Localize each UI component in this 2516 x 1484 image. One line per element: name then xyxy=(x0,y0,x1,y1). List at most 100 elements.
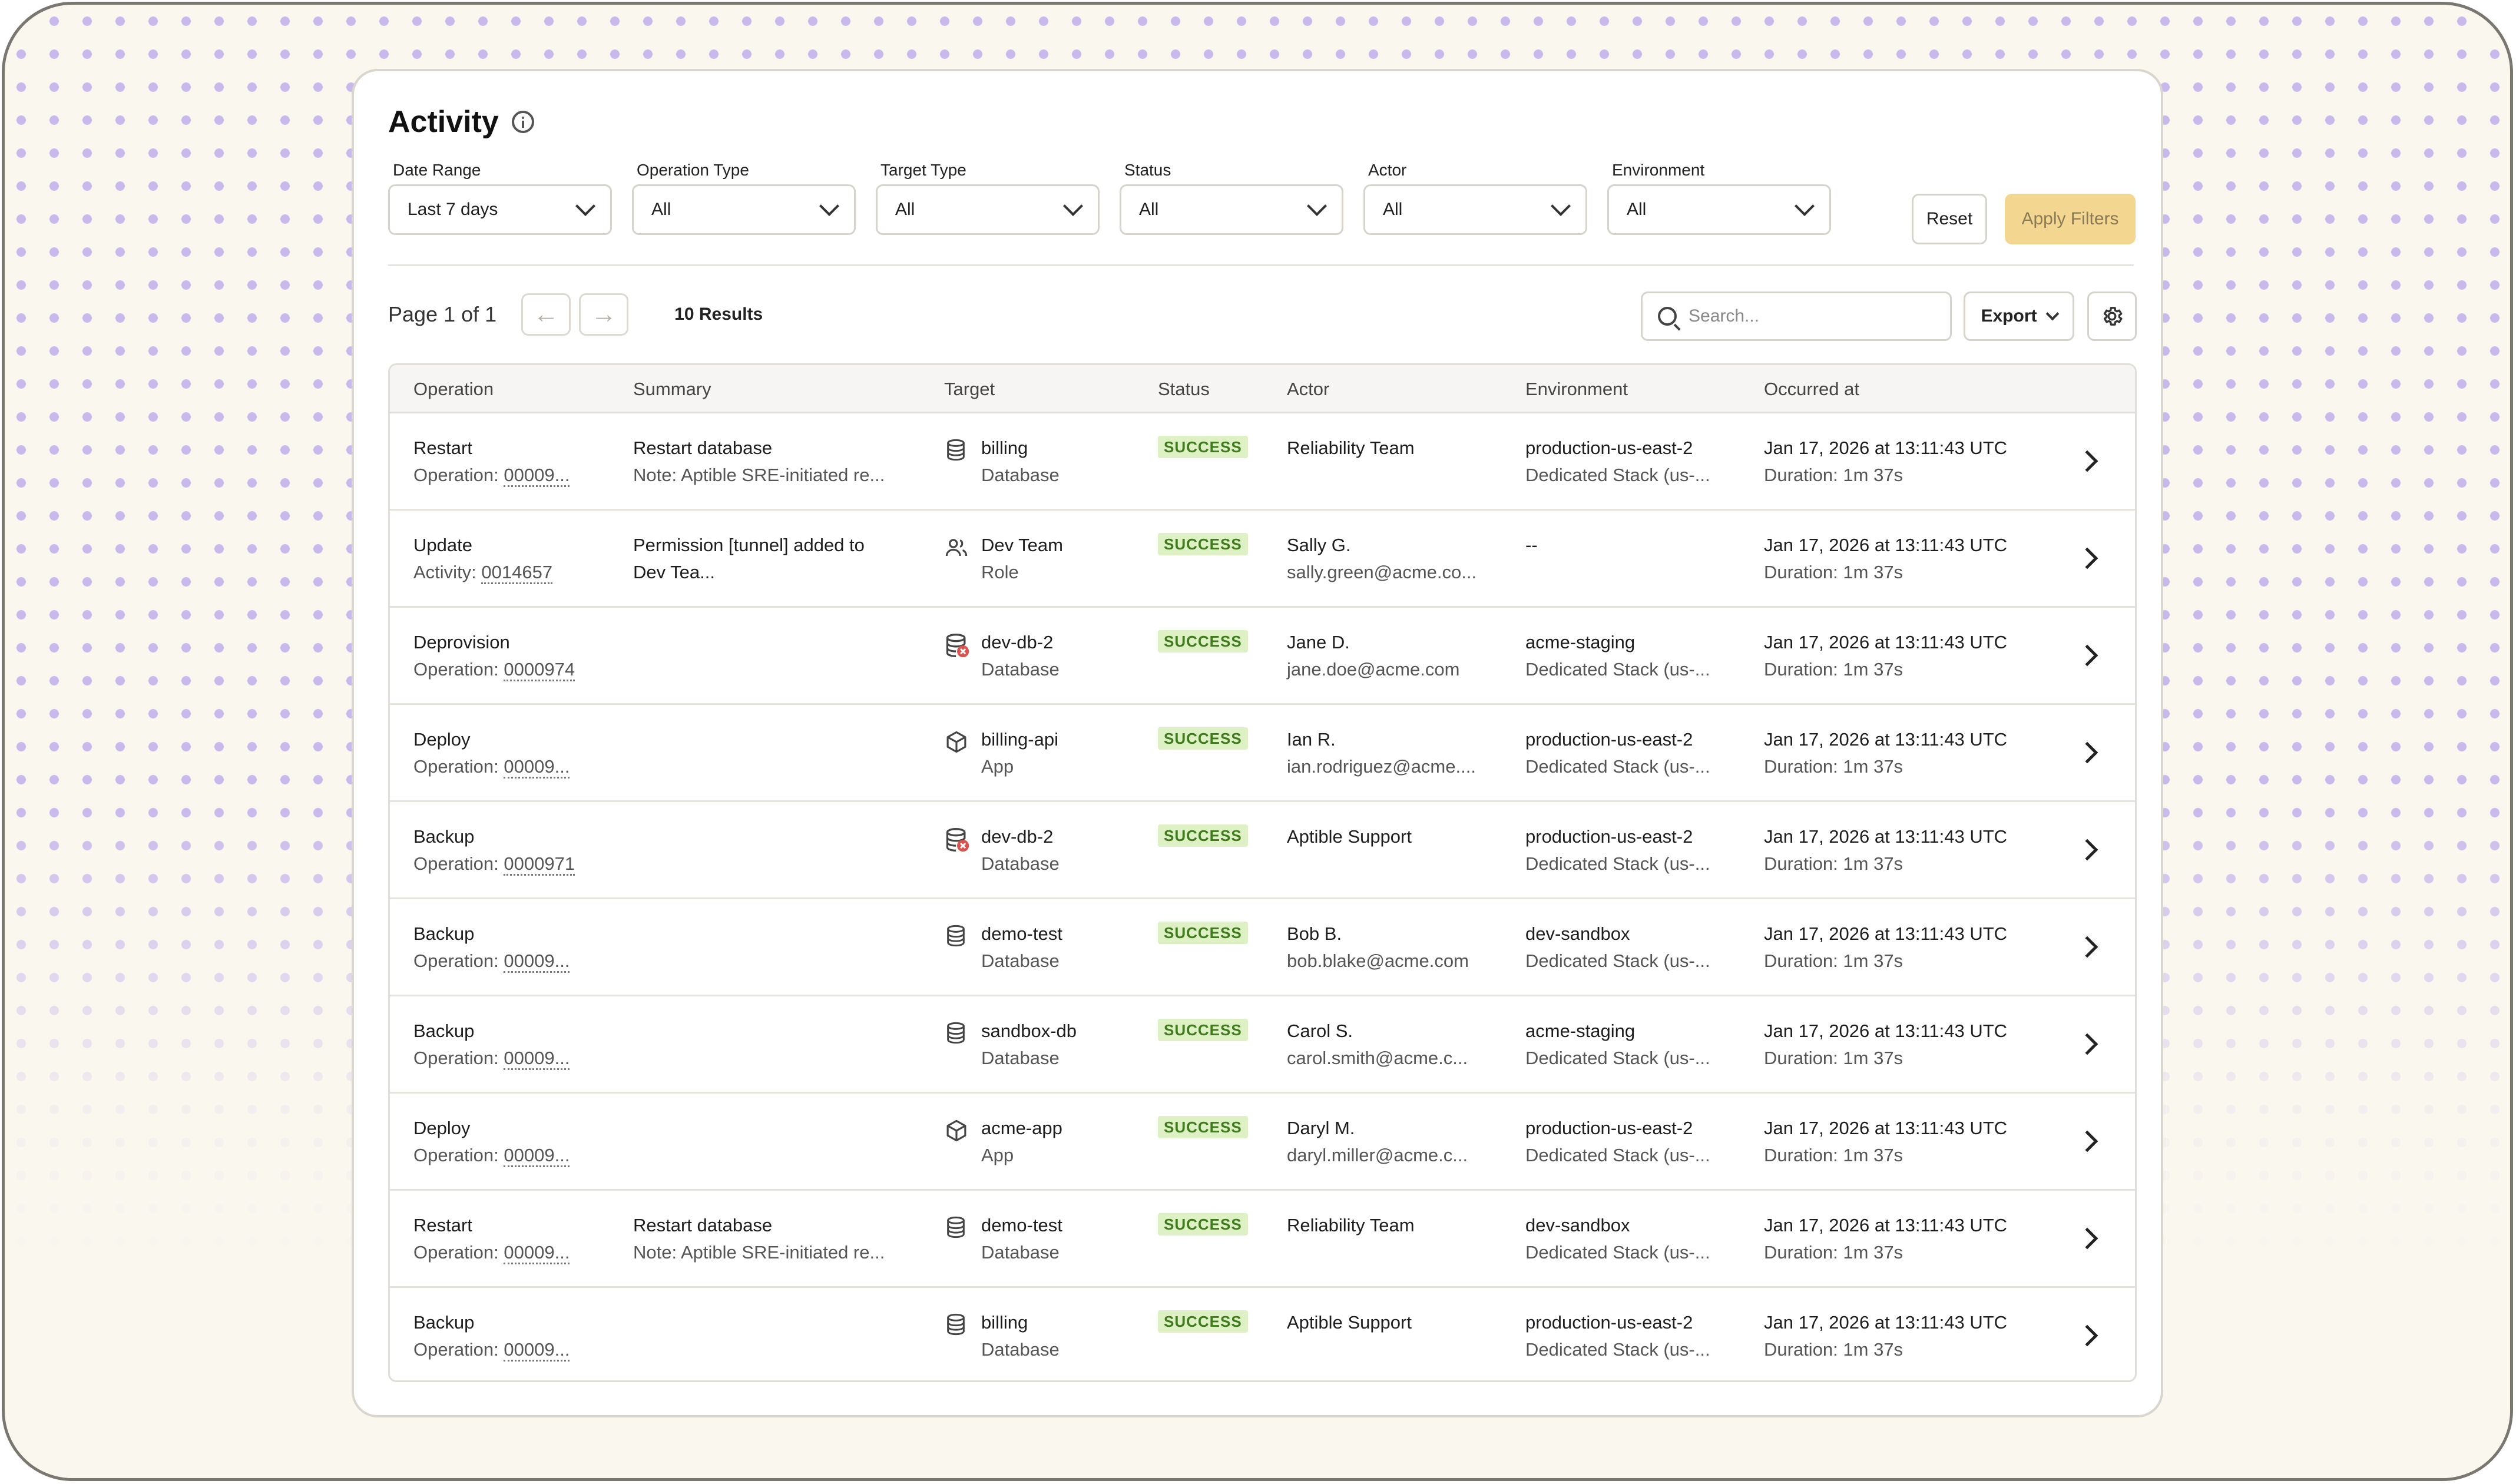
search-input[interactable]: Search... xyxy=(1641,292,1952,341)
operation-cell: Restart Operation: 00009... xyxy=(413,1212,570,1266)
operation-id-link[interactable]: 0000974 xyxy=(504,659,575,681)
environment-name: production-us-east-2 xyxy=(1525,729,1693,750)
actor-name: Bob B. xyxy=(1287,923,1342,944)
actor-email: daryl.miller@acme.c... xyxy=(1287,1145,1468,1165)
arrow-right-icon: → xyxy=(591,300,617,329)
target-type: Role xyxy=(981,562,1019,582)
target-type-select[interactable]: All xyxy=(876,184,1100,235)
pagination: Page 1 of 1 ← → 10 Results xyxy=(388,289,763,340)
environment-stack: Dedicated Stack (us-... xyxy=(1525,659,1710,680)
table-row[interactable]: Update Activity: 0014657 Permission [tunne… xyxy=(390,511,2135,608)
environment-name: production-us-east-2 xyxy=(1525,1312,1693,1333)
apply-filters-button[interactable]: Apply Filters xyxy=(2005,194,2136,244)
operation-name: Restart xyxy=(413,1215,472,1235)
environment-stack: Dedicated Stack (us-... xyxy=(1525,1145,1710,1165)
target-type: App xyxy=(981,756,1014,777)
occurred-cell: Jan 17, 2026 at 13:11:43 UTC Duration: 1m… xyxy=(1764,532,2007,586)
settings-button[interactable] xyxy=(2087,292,2137,341)
operation-id-link[interactable]: 00009... xyxy=(504,1145,570,1167)
select-value: All xyxy=(651,200,671,219)
operation-id: Operation: 00009... xyxy=(413,1045,570,1072)
operation-id-link[interactable]: 00009... xyxy=(504,756,570,779)
summary-text: Restart database xyxy=(633,438,773,458)
operation-id-link[interactable]: 00009... xyxy=(504,465,570,487)
reset-button[interactable]: Reset xyxy=(1912,194,1987,244)
table-row[interactable]: Deprovision Operation: 0000974 dev-db-2 Dat… xyxy=(390,608,2135,705)
operation-id-link[interactable]: 00009... xyxy=(504,1339,570,1362)
actor-select[interactable]: All xyxy=(1363,184,1587,235)
chevron-right-icon[interactable] xyxy=(2076,1227,2098,1250)
operation-id-link[interactable]: 00009... xyxy=(504,950,570,973)
target-name: demo-test xyxy=(981,923,1062,944)
divider xyxy=(388,264,2134,266)
environment-stack: Dedicated Stack (us-... xyxy=(1525,853,1710,874)
operation-name: Deprovision xyxy=(413,632,510,652)
database-icon xyxy=(944,438,968,462)
actor-cell: Aptible Support xyxy=(1287,1309,1412,1336)
operation-id: Activity: 0014657 xyxy=(413,559,553,586)
environment-name: acme-staging xyxy=(1525,632,1636,652)
operation-id-link[interactable]: 00009... xyxy=(504,1242,570,1264)
export-button[interactable]: Export xyxy=(1964,292,2074,341)
table-row[interactable]: Backup Operation: 00009... billing Database… xyxy=(390,1288,2135,1380)
table-row[interactable]: Backup Operation: 0000971 dev-db-2 Database… xyxy=(390,802,2135,899)
duration: Duration: 1m 37s xyxy=(1764,950,1903,971)
filter-actor: Actor All xyxy=(1363,161,1587,235)
export-label: Export xyxy=(1981,306,2037,326)
environment-stack: Dedicated Stack (us-... xyxy=(1525,756,1710,777)
operation-id: Operation: 0000974 xyxy=(413,656,575,683)
environment-select[interactable]: All xyxy=(1607,184,1831,235)
table-row[interactable]: Backup Operation: 00009... demo-test Databa… xyxy=(390,899,2135,996)
occurred-cell: Jan 17, 2026 at 13:11:43 UTC Duration: 1m… xyxy=(1764,823,2007,877)
table-row[interactable]: Deploy Operation: 00009... acme-app App SUCC… xyxy=(390,1094,2135,1191)
table-row[interactable]: Restart Operation: 00009... Restart databa… xyxy=(390,1191,2135,1288)
chevron-right-icon[interactable] xyxy=(2076,936,2098,958)
table-row[interactable]: Deploy Operation: 00009... billing-api App S… xyxy=(390,705,2135,802)
status-select[interactable]: All xyxy=(1120,184,1343,235)
prev-page-button[interactable]: ← xyxy=(521,293,571,336)
actor-email: ian.rodriguez@acme.... xyxy=(1287,756,1476,777)
chevron-right-icon[interactable] xyxy=(2076,839,2098,861)
status-badge: SUCCESS xyxy=(1158,1116,1248,1138)
chevron-right-icon[interactable] xyxy=(2076,741,2098,764)
operation-id-link[interactable]: 0014657 xyxy=(481,562,553,584)
operation-id-label: Operation: xyxy=(413,1242,499,1263)
filter-environment: Environment All xyxy=(1607,161,1831,235)
chevron-right-icon[interactable] xyxy=(2076,1130,2098,1152)
chevron-right-icon[interactable] xyxy=(2076,547,2098,569)
filter-label: Actor xyxy=(1368,161,1407,179)
column-header-status: Status xyxy=(1158,379,1210,399)
occurred-at: Jan 17, 2026 at 13:11:43 UTC xyxy=(1764,826,2008,847)
info-icon[interactable] xyxy=(511,111,534,133)
chevron-down-icon xyxy=(575,196,595,216)
chevron-right-icon[interactable] xyxy=(2076,644,2098,667)
date-range-select[interactable]: Last 7 days xyxy=(388,184,612,235)
operation-type-select[interactable]: All xyxy=(632,184,856,235)
operation-id-label: Operation: xyxy=(413,1048,499,1068)
occurred-cell: Jan 17, 2026 at 13:11:43 UTC Duration: 1m… xyxy=(1764,1212,2007,1266)
operation-id-link[interactable]: 0000971 xyxy=(504,853,575,876)
column-header-occurred-at: Occurred at xyxy=(1764,379,1859,399)
operation-id-label: Operation: xyxy=(413,465,499,485)
target-name: Dev Team xyxy=(981,535,1063,555)
environment-stack: Dedicated Stack (us-... xyxy=(1525,1339,1710,1360)
actor-name: Carol S. xyxy=(1287,1021,1353,1041)
operation-id-link[interactable]: 00009... xyxy=(504,1048,570,1070)
target-cell: acme-app App xyxy=(981,1115,1062,1169)
actor-name: Daryl M. xyxy=(1287,1118,1355,1138)
actor-cell: Carol S. carol.smith@acme.c... xyxy=(1287,1018,1468,1072)
operation-cell: Update Activity: 0014657 xyxy=(413,532,553,586)
operation-id-label: Operation: xyxy=(413,950,499,971)
target-type: Database xyxy=(981,853,1060,874)
environment-name: -- xyxy=(1525,535,1538,555)
chevron-right-icon[interactable] xyxy=(2076,450,2098,472)
target-name: billing xyxy=(981,438,1028,458)
chevron-right-icon[interactable] xyxy=(2076,1324,2098,1347)
table-row[interactable]: Restart Operation: 00009... Restart databa… xyxy=(390,413,2135,511)
operation-name: Backup xyxy=(413,1021,475,1041)
environment-name: production-us-east-2 xyxy=(1525,1118,1693,1138)
next-page-button[interactable]: → xyxy=(579,293,629,336)
operation-cell: Backup Operation: 0000971 xyxy=(413,823,575,877)
chevron-right-icon[interactable] xyxy=(2076,1033,2098,1055)
table-row[interactable]: Backup Operation: 00009... sandbox-db Datab… xyxy=(390,996,2135,1094)
